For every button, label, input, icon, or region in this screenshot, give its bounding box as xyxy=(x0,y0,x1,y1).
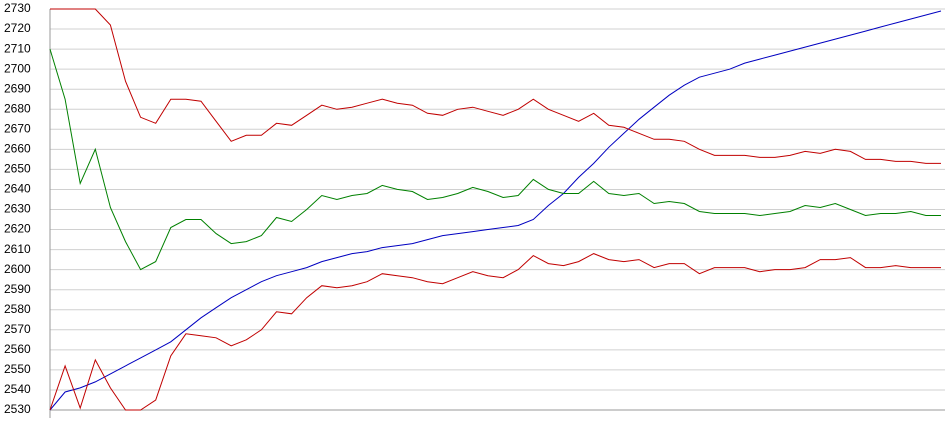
y-tick-label: 2570 xyxy=(4,322,31,336)
y-tick-label: 2720 xyxy=(4,21,31,35)
y-tick-label: 2640 xyxy=(4,182,31,196)
y-tick-label: 2680 xyxy=(4,101,31,115)
y-tick-label: 2660 xyxy=(4,142,31,156)
y-tick-label: 2730 xyxy=(4,1,31,15)
y-tick-label: 2560 xyxy=(4,342,31,356)
y-tick-label: 2550 xyxy=(4,362,31,376)
y-tick-label: 2710 xyxy=(4,41,31,55)
series-line xyxy=(49,10,942,411)
y-tick-label: 2700 xyxy=(4,61,31,75)
y-tick-label: 2620 xyxy=(4,222,31,236)
y-tick-label: 2600 xyxy=(4,262,31,276)
y-tick-label: 2690 xyxy=(4,81,31,95)
series-line xyxy=(50,8,941,164)
series-line xyxy=(49,48,941,271)
y-tick-label: 2530 xyxy=(4,402,31,416)
y-tick-label: 2610 xyxy=(4,242,31,256)
y-tick-label: 2580 xyxy=(4,302,31,316)
y-tick-label: 2670 xyxy=(4,121,31,135)
y-tick-label: 2650 xyxy=(4,162,31,176)
series-line xyxy=(49,253,941,411)
y-tick-label: 2630 xyxy=(4,202,31,216)
y-tick-label: 2590 xyxy=(4,282,31,296)
y-tick-label: 2540 xyxy=(4,382,31,396)
